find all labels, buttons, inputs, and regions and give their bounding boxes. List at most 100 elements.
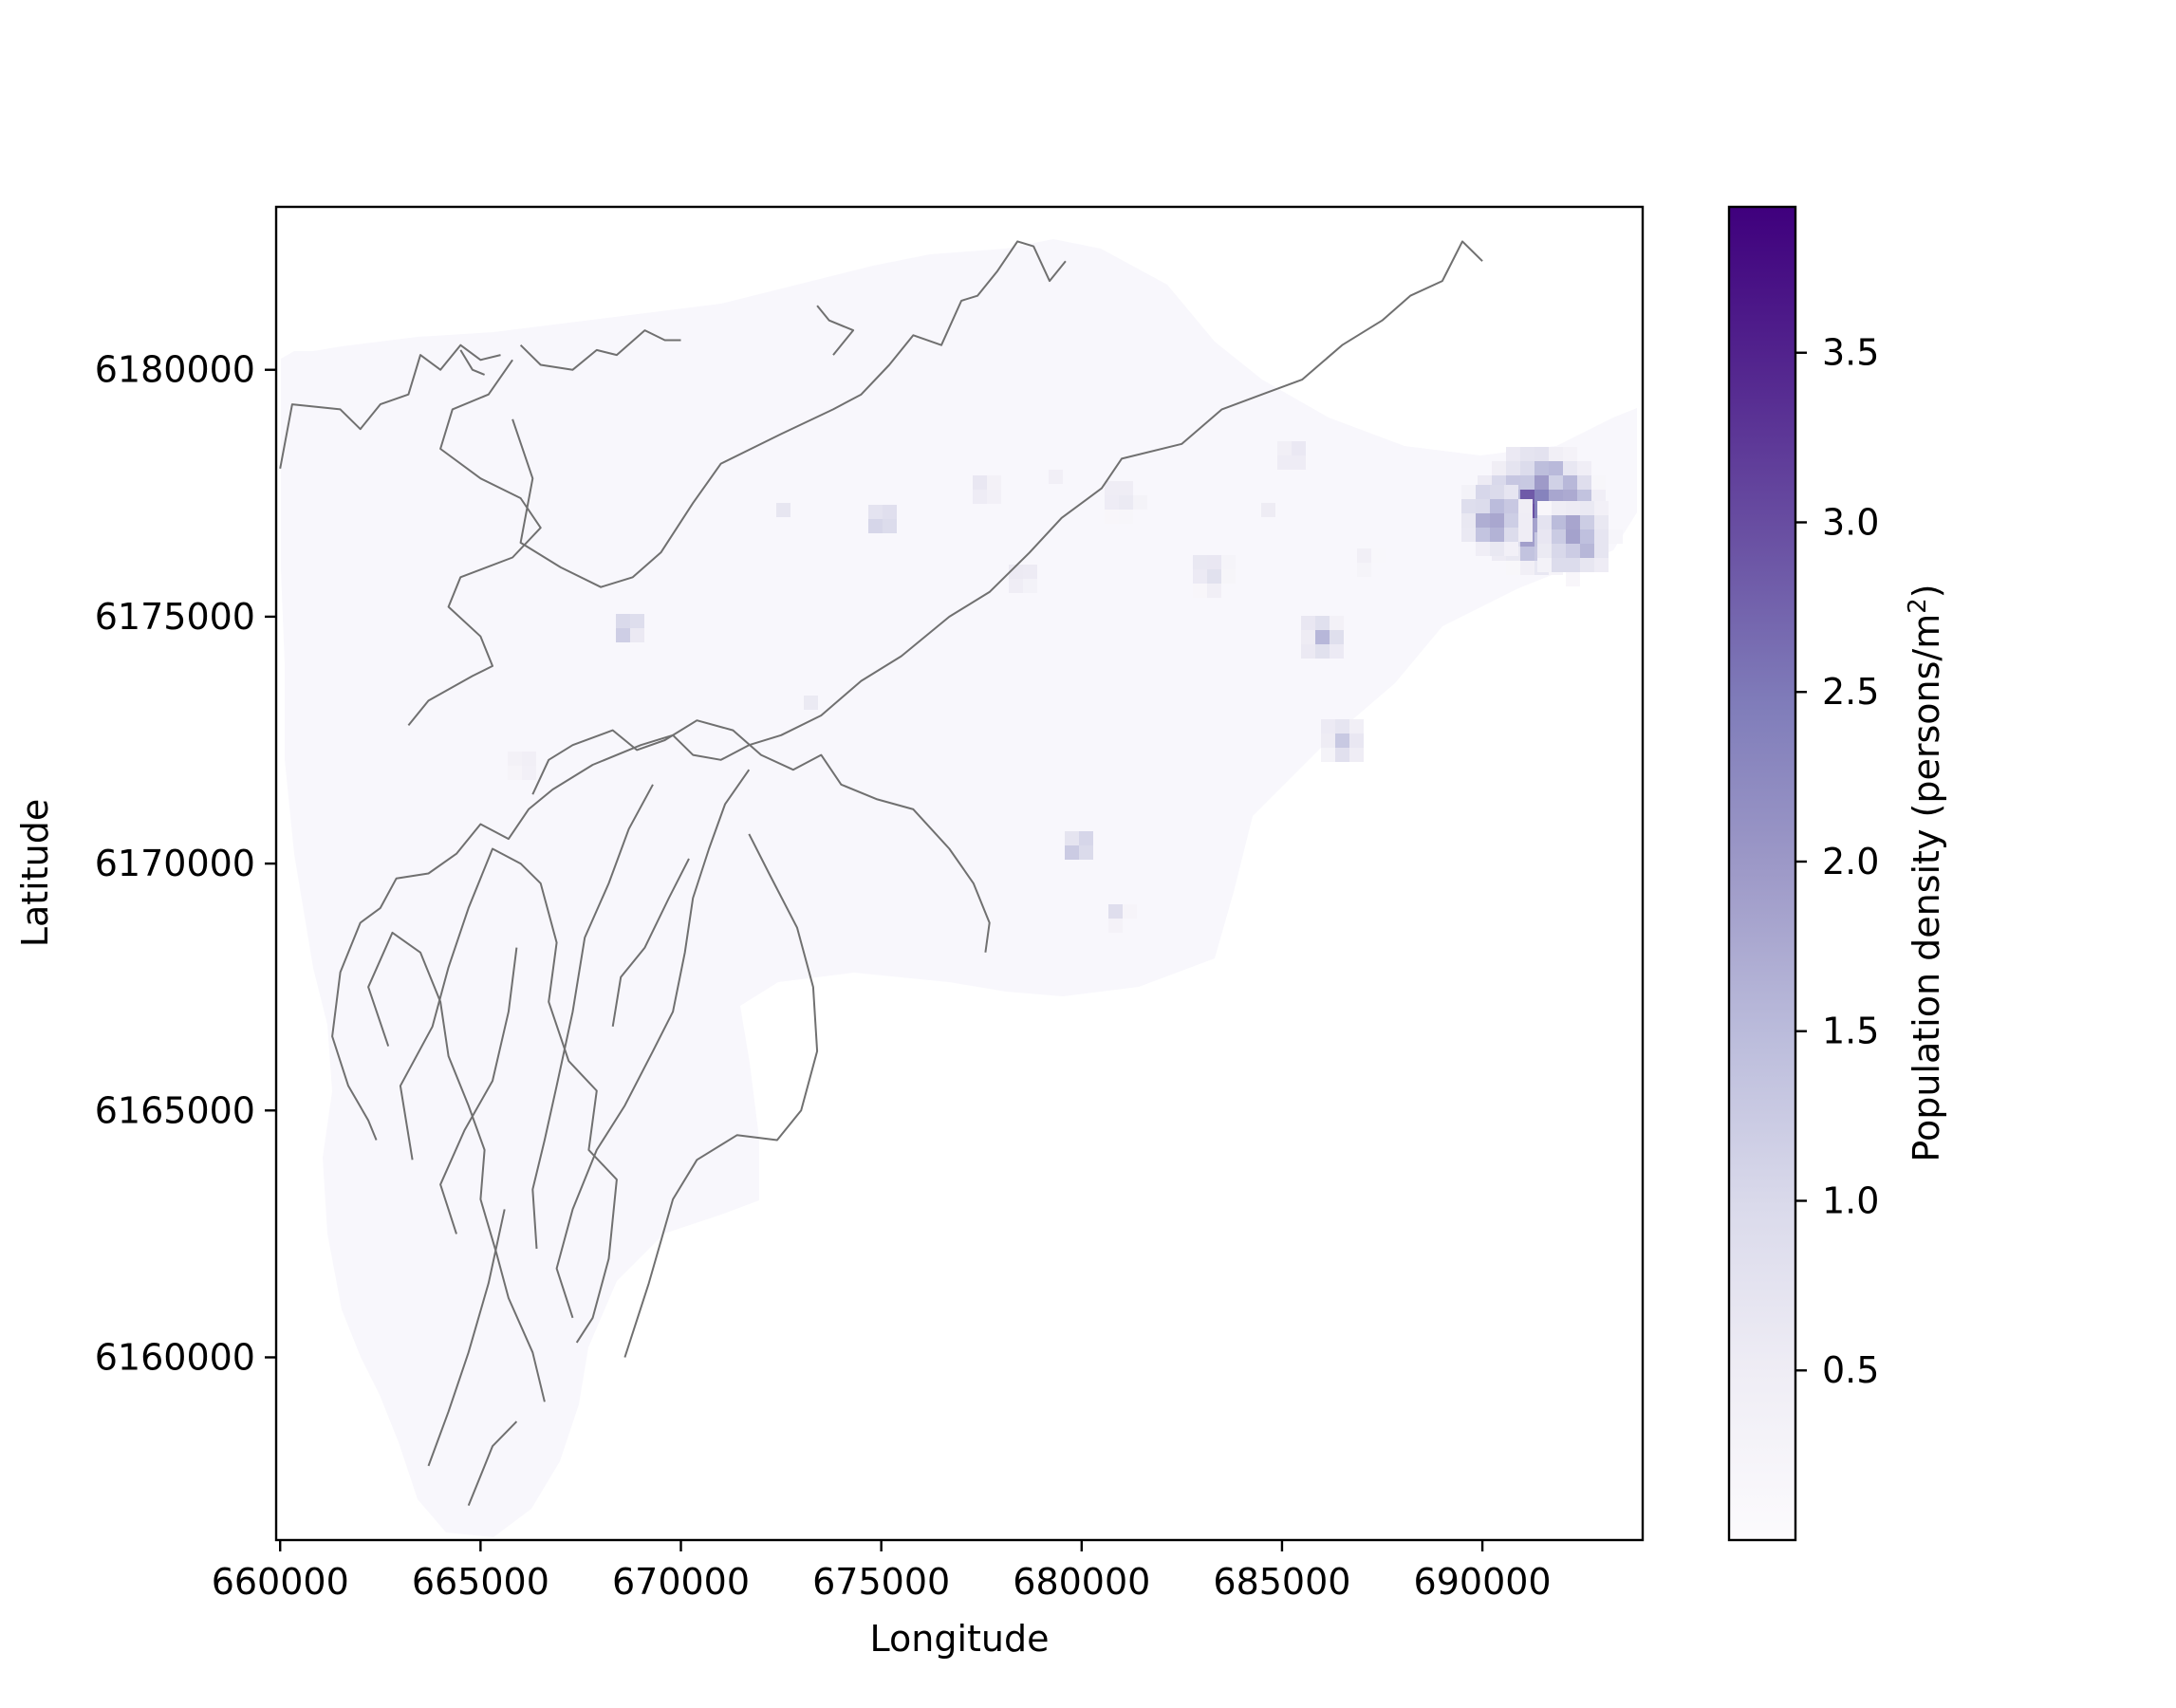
colorbar: 0.5 1.0 1.5 2.0 2.5 3.0 3.5 Population density… [1727, 205, 1947, 1542]
density-hotspot [616, 614, 644, 642]
density-cell [1552, 558, 1566, 572]
density-cell [1537, 558, 1552, 572]
colorbar-frame [1727, 205, 1797, 1542]
density-cell [522, 752, 536, 766]
density-cell [1520, 561, 1534, 575]
density-cell [1207, 584, 1221, 598]
density-cell [1566, 501, 1580, 515]
density-cell [1009, 579, 1023, 593]
density-cell [1490, 542, 1504, 556]
density-cell [1549, 447, 1563, 461]
density-cell [1534, 447, 1549, 461]
density-cell [1315, 644, 1330, 659]
density-cell [1330, 644, 1344, 659]
density-cell [868, 505, 883, 519]
contour-line [511, 240, 1067, 588]
x-tick-label: 690000 [1414, 1561, 1552, 1603]
contour-line [555, 769, 751, 1319]
density-hotspot [1321, 719, 1364, 762]
density-cell [1506, 447, 1520, 461]
density-cell [508, 752, 522, 766]
density-cell [1357, 548, 1371, 563]
density-cell [1108, 919, 1123, 933]
colorbar-tick-label: 3.5 [1822, 332, 1879, 374]
density-cell [1552, 529, 1566, 544]
density-hotspot [1301, 616, 1344, 659]
contour-line [279, 343, 501, 469]
density-cell [1315, 616, 1330, 630]
density-hotspots [508, 441, 1623, 933]
density-cell [1580, 544, 1594, 558]
x-axis-ticks: 660000 665000 670000 675000 680000 685000 6900… [212, 1540, 1552, 1603]
density-cell [1079, 845, 1093, 860]
density-cell [1207, 555, 1221, 569]
colorbar-tick-label: 0.5 [1822, 1349, 1879, 1391]
density-cell [1207, 569, 1221, 584]
density-cell [1490, 513, 1504, 528]
contour-line [816, 305, 855, 356]
density-cell [1301, 630, 1315, 644]
density-hotspot [973, 475, 1001, 504]
colorbar-label: Population density (persons/m2) [1904, 584, 1947, 1161]
density-hotspot [1357, 548, 1386, 577]
density-cell [1566, 572, 1580, 586]
axes-frame [274, 205, 1645, 1542]
density-hotspot [1065, 831, 1093, 860]
density-cell [1023, 579, 1037, 593]
density-cell [1277, 455, 1292, 470]
density-hotspot [776, 503, 790, 517]
density-cell [1349, 733, 1364, 748]
density-cell [1504, 513, 1518, 528]
density-cell [1105, 510, 1119, 524]
colorbar-fill [1729, 207, 1795, 1540]
density-hotspot [1009, 565, 1037, 593]
density-cell [1537, 515, 1552, 529]
colorbar-tick-label: 1.5 [1822, 1011, 1879, 1052]
density-cell [1476, 485, 1490, 499]
contour-line [427, 1209, 506, 1467]
density-cell [1563, 490, 1577, 504]
density-hotspot [868, 505, 897, 533]
density-cell [1549, 461, 1563, 475]
contour-line [439, 947, 518, 1235]
density-cell [1335, 733, 1349, 748]
density-cell [1079, 831, 1093, 845]
density-cell [1221, 569, 1236, 584]
density-cell [987, 490, 1001, 504]
colorbar-tick-label: 2.0 [1822, 841, 1879, 882]
density-cell [804, 696, 818, 710]
x-tick-label: 675000 [812, 1561, 950, 1603]
density-cell [1461, 513, 1476, 528]
x-tick-label: 685000 [1213, 1561, 1350, 1603]
density-hotspot [1193, 555, 1236, 598]
density-cell [1105, 481, 1119, 495]
density-cell [1591, 490, 1606, 504]
colorbar-tick-label: 1.0 [1822, 1179, 1879, 1221]
contour-line [407, 359, 542, 727]
density-hotspot [1049, 470, 1063, 484]
density-hotspot [508, 752, 536, 780]
y-tick-label: 6175000 [95, 596, 255, 638]
density-cell [1321, 733, 1335, 748]
density-cell [1518, 528, 1533, 542]
x-tick-label: 670000 [612, 1561, 750, 1603]
density-cell [1566, 529, 1580, 544]
density-cell [1301, 644, 1315, 659]
density-cell [1123, 904, 1137, 919]
density-cell [1119, 495, 1133, 510]
y-tick-label: 6160000 [95, 1336, 255, 1378]
density-cell [1504, 528, 1518, 542]
density-cell [1476, 528, 1490, 542]
density-cell [1594, 529, 1609, 544]
density-cell [1537, 544, 1552, 558]
density-cell [1580, 501, 1594, 515]
density-cell [1594, 501, 1609, 515]
density-cell [1577, 490, 1591, 504]
y-tick-label: 6170000 [95, 843, 255, 884]
density-cell [1330, 616, 1344, 630]
density-cell [1577, 461, 1591, 475]
density-hotspot [1105, 481, 1147, 524]
contour-line [623, 833, 819, 1358]
density-cell [1349, 748, 1364, 762]
